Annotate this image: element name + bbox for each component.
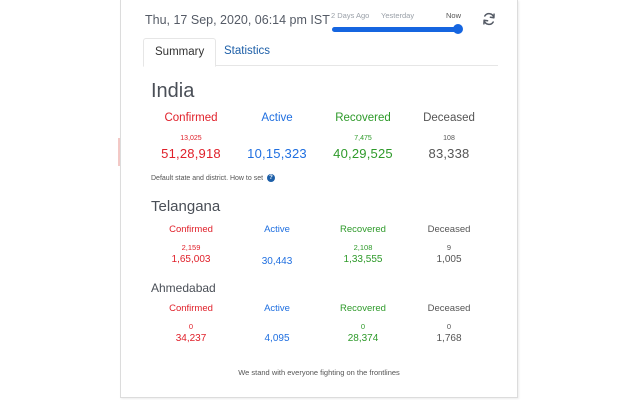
deceased-value: 83,338 xyxy=(428,146,470,161)
confirmed-value: 34,237 xyxy=(175,333,207,344)
active-label: Active xyxy=(264,224,290,235)
district-section: Ahmedabad xyxy=(151,281,491,295)
active-value: 4,095 xyxy=(264,333,290,344)
deceased-delta: 0 xyxy=(446,322,452,331)
deceased-label: Deceased xyxy=(427,224,471,235)
background-decoration xyxy=(118,138,120,166)
deceased-label: Deceased xyxy=(427,303,471,314)
recovered-value: 28,374 xyxy=(347,333,379,344)
state-section: Telangana xyxy=(151,198,491,215)
active-label: Active xyxy=(261,112,293,124)
deceased-delta: 108 xyxy=(443,135,455,142)
active-value: 30,443 xyxy=(261,256,293,267)
recovered-value: 40,29,525 xyxy=(333,146,393,161)
recovered-label: Recovered xyxy=(335,112,391,124)
last-updated-datetime: Thu, 17 Sep, 2020, 06:14 pm IST xyxy=(145,13,330,27)
timeline-slider[interactable]: 2 Days Ago Yesterday Now xyxy=(331,11,463,35)
country-section: India xyxy=(151,80,491,103)
footer-message: We stand with everyone fighting on the f… xyxy=(238,368,400,377)
recovered-delta: 0 xyxy=(360,322,366,331)
slider-thumb[interactable] xyxy=(453,24,463,34)
confirmed-delta: 0 xyxy=(188,322,194,331)
tab-summary[interactable]: Summary xyxy=(143,38,217,67)
deceased-label: Deceased xyxy=(423,112,475,124)
recovered-label: Recovered xyxy=(340,303,386,314)
timeline-label-yesterday[interactable]: Yesterday xyxy=(381,11,415,20)
confirmed-label: Confirmed xyxy=(169,303,213,314)
tab-bar: Summary Statistics xyxy=(143,38,498,67)
tab-statistics[interactable]: Statistics xyxy=(224,45,271,57)
active-label: Active xyxy=(264,303,290,314)
confirmed-label: Confirmed xyxy=(169,224,213,235)
slider-track[interactable] xyxy=(332,27,460,32)
timeline-label-2-days-ago[interactable]: 2 Days Ago xyxy=(331,11,370,20)
district-name: Ahmedabad xyxy=(151,281,216,295)
confirmed-value: 51,28,918 xyxy=(161,146,221,161)
confirmed-delta: 2,159 xyxy=(181,243,201,252)
confirmed-delta: 13,025 xyxy=(180,135,202,142)
recovered-value: 1,33,555 xyxy=(343,254,383,265)
deceased-delta: 9 xyxy=(446,243,452,252)
confirmed-value: 1,65,003 xyxy=(171,254,211,265)
deceased-value: 1,768 xyxy=(436,333,462,344)
deceased-value: 1,005 xyxy=(436,254,462,265)
refresh-icon[interactable] xyxy=(482,12,496,26)
recovered-label: Recovered xyxy=(340,224,386,235)
help-icon[interactable]: ? xyxy=(267,174,276,182)
hint-text: Default state and district. How to set xyxy=(151,174,264,182)
country-name: India xyxy=(151,80,195,102)
confirmed-label: Confirmed xyxy=(164,112,218,124)
active-value: 10,15,323 xyxy=(247,146,307,161)
timeline-label-now[interactable]: Now xyxy=(445,11,461,20)
header: Thu, 17 Sep, 2020, 06:14 pm IST 2 Days A… xyxy=(121,0,517,36)
default-location-hint: Default state and district. How to set ? xyxy=(151,174,276,182)
timeline-labels: 2 Days Ago Yesterday Now xyxy=(331,11,463,21)
state-name: Telangana xyxy=(151,198,221,215)
extension-popup: Thu, 17 Sep, 2020, 06:14 pm IST 2 Days A… xyxy=(120,0,518,398)
recovered-delta: 2,108 xyxy=(353,243,373,252)
recovered-delta: 7,475 xyxy=(354,135,372,142)
